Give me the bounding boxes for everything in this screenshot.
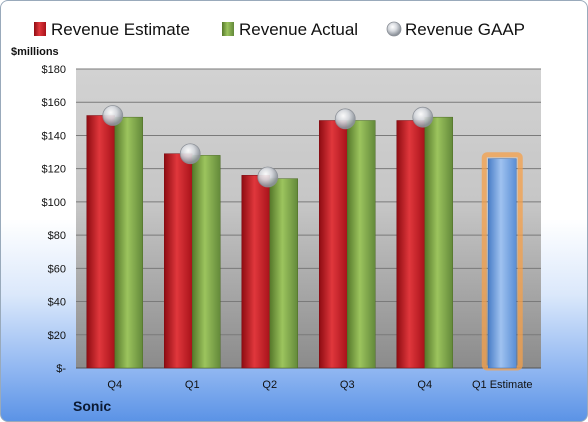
marker-revenue-gaap [257,166,279,188]
y-tick-label: $- [56,363,66,375]
y-tick-label: $60 [48,263,66,275]
bar-revenue-estimate [164,153,193,369]
marker-revenue-gaap [412,106,434,128]
x-tick-label: Q4 [107,379,122,391]
y-tick-label: $20 [48,330,66,342]
marker-revenue-gaap [179,143,201,165]
plot-area [76,69,541,368]
legend-revenue-actual-swatch [222,22,234,36]
x-tick-label: Q4 [417,379,432,391]
y-tick-label: $80 [48,230,66,242]
x-tick-label: Q1 [185,379,200,391]
bar-revenue-actual [347,120,376,369]
y-tick-label: $160 [42,97,66,109]
x-tick-label: Q3 [340,379,355,391]
legend-revenue-estimate: Revenue Estimate [51,20,190,39]
company-name: Sonic [73,398,111,414]
bar-revenue-actual [114,116,143,369]
marker-revenue-gaap [102,105,124,126]
legend-revenue-gaap: Revenue GAAP [405,20,525,39]
y-tick-label: $100 [42,197,66,209]
y-axis-unit-label: $millions [11,46,59,58]
marker-revenue-gaap [334,108,356,130]
bar-q1-estimate [488,158,517,369]
bar-revenue-actual [424,116,453,369]
legend-revenue-estimate-swatch [34,22,46,36]
y-tick-label: $120 [42,164,66,176]
y-tick-label: $40 [48,297,66,309]
x-tick-label: Q2 [262,379,277,391]
bar-revenue-estimate [241,175,270,369]
y-tick-label: $140 [42,130,66,142]
y-tick-label: $180 [42,64,66,76]
bar-revenue-estimate [396,120,425,369]
legend-revenue-actual: Revenue Actual [239,20,358,39]
bar-revenue-actual [192,155,221,369]
legend-revenue-gaap-swatch [386,21,402,37]
bar-revenue-estimate [86,115,115,369]
x-tick-label: Q1 Estimate [472,379,533,391]
bar-revenue-estimate [319,120,348,369]
bar-revenue-actual [269,178,298,369]
